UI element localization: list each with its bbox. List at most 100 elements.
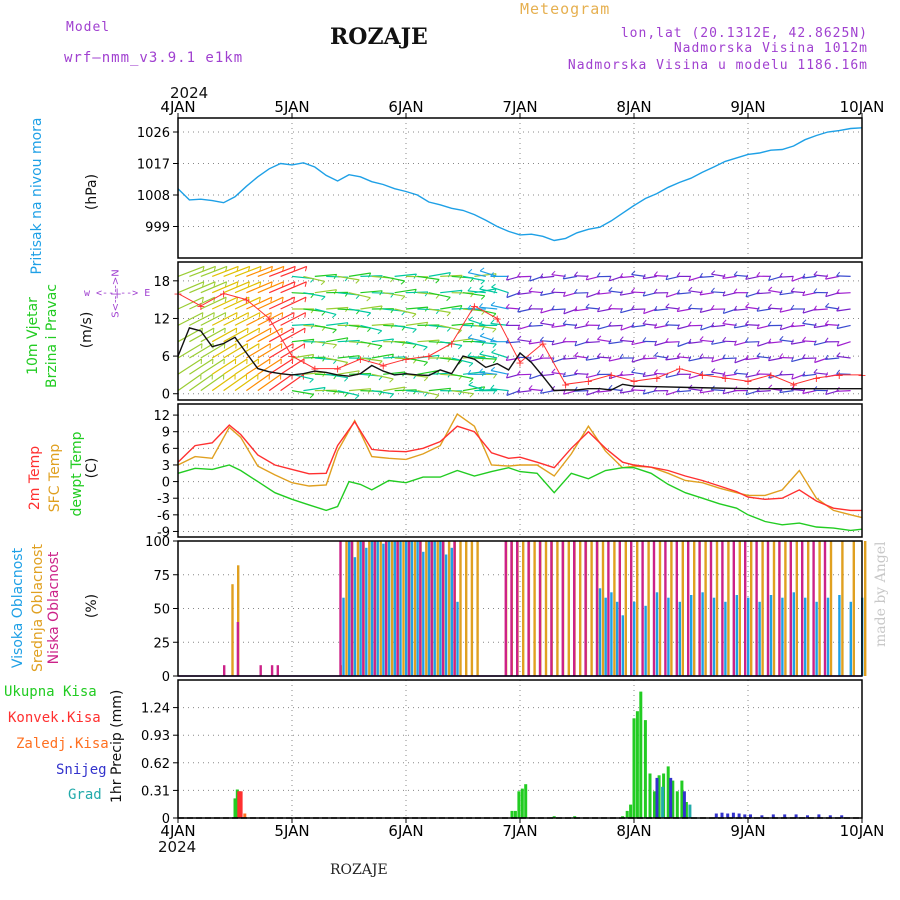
wind-barb [468,272,486,277]
wind-barb [405,291,429,294]
wind-barb [563,357,578,360]
wind-barb [688,357,703,362]
cloud-high-bar [610,592,613,676]
wind-barb [360,290,383,294]
wind-barb-feather [551,340,555,345]
wind-barb-feather [585,355,589,361]
wind-barb [654,355,669,359]
wind-barb [620,275,635,279]
wind-barb [779,390,794,394]
wind-barb [585,307,600,310]
wind-barb-feather [574,369,578,374]
wind-barb [428,272,451,277]
wind-gust-point: + [401,353,410,366]
wind-barb [551,291,566,294]
cloud-mid-bar [704,541,707,676]
cloud-mid-bar [727,541,730,676]
y-tick-label: 3 [162,459,170,474]
cloud-high-bar [690,595,693,676]
wind-barb [756,390,771,393]
wind-barb [360,275,383,277]
cloud-low-bar [823,541,827,676]
wind-barb [405,341,428,348]
wind-barb [479,306,498,310]
wind-barb [189,281,216,294]
wind-barb [428,387,451,392]
wind-barb-feather [733,305,738,311]
wind-barb [371,353,394,359]
wind-barb-feather [813,322,817,328]
wind-barb [405,321,428,326]
wind-barb-feather [309,378,314,383]
y-tick-label: 0 [162,476,170,491]
wind-barb [506,307,521,310]
wind-barb [360,357,383,362]
wind-barb [745,275,760,280]
wind-barb [303,371,326,375]
wind-barb [836,275,851,277]
wind-barb [540,340,555,343]
wind-barb-feather [710,322,715,328]
precip-total-bar [648,773,652,818]
wind-barb [280,374,304,392]
wind-barb-feather [331,314,337,318]
wind-barb [246,281,273,294]
wind-barb-feather [654,340,657,346]
cloud-mid-bar [447,541,451,676]
wind-barb [711,371,726,375]
wind-barb-feather [779,290,783,295]
wind-barb [779,356,794,359]
wind-barb [280,296,307,310]
wind-gust-point: + [287,350,296,363]
cloud-high-bar [456,601,459,677]
wind-barb [528,341,543,345]
wind-barb-feather [596,272,601,277]
wind-barb [574,390,589,392]
wind-barb [734,324,749,329]
wind-barb-feather [505,303,510,309]
cloud-mid-bar [579,541,582,676]
wind-barb [200,343,226,359]
x-tick-label-bottom: 6JAN [388,822,423,840]
wind-barb [223,281,250,294]
wind-barb [574,275,589,277]
x-tick-label-top: 7JAN [502,98,537,116]
wind-barb [528,290,543,294]
y-tick-label: 25 [153,636,170,651]
wind-barb-feather [597,324,600,330]
y-tick-label: -3 [157,492,170,507]
wind-barb-feather [619,336,624,341]
wind-barb [440,289,463,294]
wind-title-1: 10m Vjetar [25,297,41,375]
cloud-high-bar [365,547,368,677]
wind-barb [257,265,285,277]
wind-barb-feather [710,287,715,293]
wind-barb [467,290,486,294]
cloud-high-bar [348,541,351,676]
y-tick-label: 0 [162,388,170,403]
cloud-low-bar [259,665,262,676]
wind-barb [234,312,261,326]
wind-barb [563,323,578,326]
precip-total-bar [517,791,521,818]
wind-barb-feather [597,335,602,340]
wind-barb-feather [676,369,681,375]
wind-barb-feather [779,307,783,313]
wind-barb-feather [722,354,726,359]
wind-gust-point: + [766,369,775,382]
wind-barb-feather [779,335,784,341]
wind-barb [631,341,646,346]
wind-barb-feather [322,387,326,393]
wind-barb [479,270,498,277]
cloud-mid-bar [761,541,764,676]
wind-barb [699,339,714,343]
wind-barb [642,357,657,360]
wind-barb-feather [653,288,658,294]
wind-barb [836,355,851,359]
wind-barb [211,296,238,310]
wind-barb-feather [479,350,484,355]
wind-barb-feather [333,389,338,395]
wind-barb-feather [491,349,496,353]
wind-barb-feather [236,266,239,272]
cloud-high-bar [598,588,602,677]
